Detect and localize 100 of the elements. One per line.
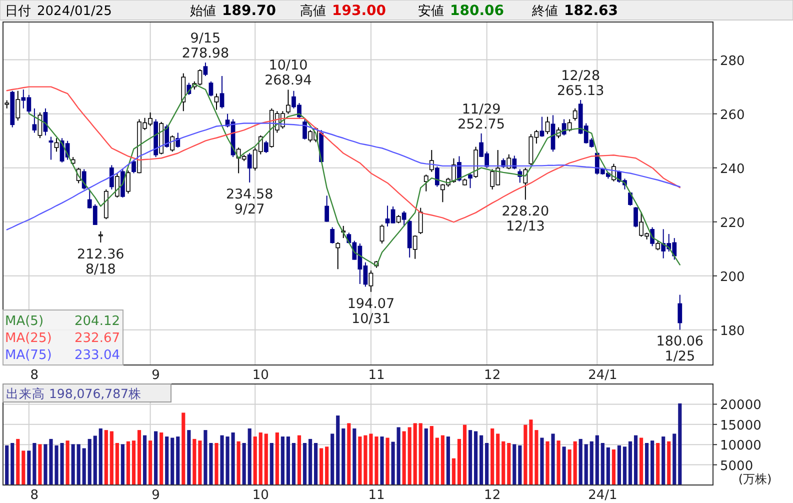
candlestick <box>545 116 550 135</box>
bar <box>490 428 494 485</box>
y-tick-label: 220 <box>720 216 745 231</box>
annotation: 194.07 10/31 <box>347 296 395 327</box>
bar <box>556 440 560 485</box>
annotation: 10/10 268.94 <box>264 58 312 89</box>
bar <box>364 435 368 485</box>
y-tick-label: 200 <box>720 270 745 285</box>
bar <box>76 444 80 485</box>
bar <box>176 436 180 485</box>
annotation: 12/28 265.13 <box>556 68 604 99</box>
bar <box>165 436 169 485</box>
bar <box>540 438 544 485</box>
bar <box>424 428 428 485</box>
candlestick <box>203 62 208 77</box>
bar <box>496 434 500 485</box>
candlestick <box>540 116 544 138</box>
bar <box>325 446 329 485</box>
bar <box>170 438 174 485</box>
candlestick <box>572 108 578 122</box>
candlestick <box>115 172 120 198</box>
bar <box>507 442 511 485</box>
text: MA(25) 232.67 <box>5 331 120 346</box>
bar <box>330 434 334 485</box>
candlestick <box>336 242 340 270</box>
bar <box>662 436 666 485</box>
annotation: 212.36 8/18 <box>77 246 124 278</box>
bar <box>446 436 450 485</box>
bar <box>253 436 257 485</box>
bar <box>115 442 119 485</box>
y-tick-label: 5000 <box>720 458 754 474</box>
candlestick <box>220 76 224 109</box>
bar <box>104 430 108 485</box>
bar <box>474 431 478 485</box>
bar <box>584 444 588 485</box>
bar <box>214 442 218 485</box>
bar <box>391 442 395 485</box>
x-tick-label: 24/1 <box>588 488 618 503</box>
candlestick <box>512 155 517 170</box>
y-tick-label: 20000 <box>720 398 762 414</box>
candlestick <box>678 294 682 330</box>
bar <box>551 434 555 485</box>
bar <box>595 435 599 485</box>
candlestick <box>214 93 219 110</box>
candlestick <box>429 150 434 172</box>
x-tick-label: 8 <box>30 488 39 503</box>
candlestick <box>82 168 86 190</box>
candlestick <box>16 90 20 122</box>
candlestick <box>170 134 175 152</box>
bar <box>518 445 522 485</box>
bar <box>457 438 462 485</box>
bar <box>82 448 86 485</box>
bar <box>573 441 577 485</box>
candlestick <box>402 210 406 227</box>
bar <box>628 441 632 485</box>
bar <box>93 436 97 485</box>
candlestick <box>418 207 423 235</box>
candlestick <box>523 167 528 200</box>
bar <box>667 441 671 485</box>
bar <box>590 441 594 485</box>
candlestick <box>48 136 54 160</box>
candlestick <box>380 224 384 244</box>
y-tick-label: 280 <box>720 54 745 69</box>
bar <box>142 435 147 485</box>
x-tick-label: 11 <box>368 488 385 503</box>
bar <box>236 441 240 485</box>
bar <box>512 444 516 485</box>
annotation: 228.20 12/13 <box>502 204 550 235</box>
bar <box>347 423 351 485</box>
bar <box>5 445 9 485</box>
candlestick <box>468 172 472 189</box>
bar <box>462 424 467 485</box>
candlestick <box>634 206 638 228</box>
bar <box>430 426 434 485</box>
annotation: 234.58 9/27 <box>226 186 274 218</box>
bar <box>38 444 42 485</box>
x-tick-label: 8 <box>30 368 39 383</box>
bar <box>452 458 456 485</box>
bar <box>22 450 26 485</box>
bar <box>480 435 484 485</box>
bar <box>16 438 20 485</box>
bar <box>402 431 406 485</box>
y-tick-label: 15000 <box>720 418 762 434</box>
bar <box>192 438 196 485</box>
bar <box>562 446 566 485</box>
bar <box>314 442 318 485</box>
candlestick <box>330 226 335 244</box>
bar <box>231 432 235 485</box>
chart-title: 出来高 198,076,787株 <box>6 386 142 401</box>
bar <box>650 440 654 485</box>
bar <box>264 434 268 485</box>
bar <box>98 428 102 485</box>
bar <box>297 435 302 485</box>
candlestick <box>434 166 440 188</box>
bar <box>71 444 75 485</box>
bar <box>672 434 676 485</box>
bar <box>534 430 538 485</box>
bar <box>529 420 533 485</box>
bar <box>380 436 384 485</box>
bar <box>600 442 604 485</box>
